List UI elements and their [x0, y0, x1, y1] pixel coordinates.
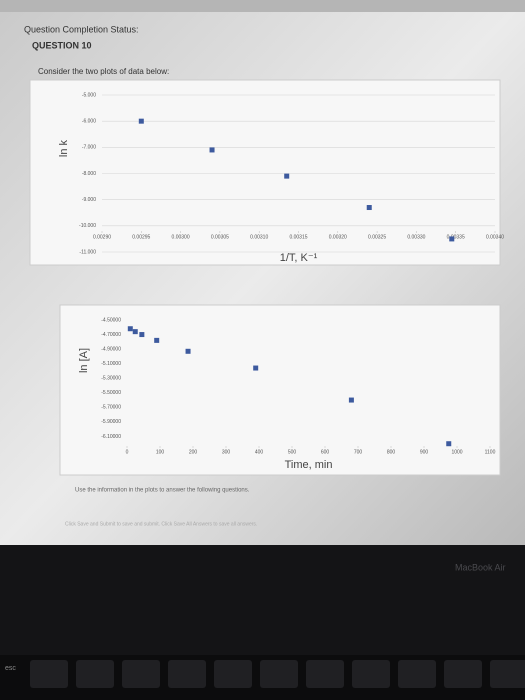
- key-label: esc: [5, 665, 16, 672]
- point: [138, 118, 144, 124]
- x-tick-label: 800: [387, 449, 396, 455]
- button-note: Click Save and Submit to save and submit…: [65, 521, 257, 527]
- instruction: Use the information in the plots to answ…: [75, 488, 250, 494]
- x-tick-label: 400: [255, 449, 264, 455]
- question-number: QUESTION 10: [32, 40, 92, 50]
- plot-panel: [59, 304, 501, 476]
- browser-tabs: [0, 0, 525, 12]
- x-tick-label: 1000: [451, 449, 462, 455]
- y-tick-label: -5.70000: [101, 405, 121, 411]
- y-axis-title: ln [A]: [78, 348, 90, 373]
- y-tick-label: -5.50000: [101, 390, 121, 396]
- keys: [30, 660, 525, 688]
- y-tick-label: -4.70000: [101, 332, 121, 338]
- point: [127, 326, 133, 332]
- x-tick-label: 100: [156, 449, 165, 455]
- point: [185, 348, 191, 354]
- y-axis-title: ln k: [58, 139, 70, 157]
- x-tick-label: 900: [420, 449, 429, 455]
- y-tick-label: -5.90000: [101, 419, 121, 425]
- x-tick-label: 700: [354, 449, 363, 455]
- x-tick-label: 0.00290: [93, 234, 111, 240]
- y-tick-label: -8.000: [82, 171, 96, 177]
- x-axis-title: 1/T, K⁻¹: [280, 252, 318, 264]
- y-tick-label: -7.000: [82, 145, 96, 151]
- x-tick-label: 0: [126, 449, 129, 455]
- point: [366, 205, 372, 211]
- prompt: Consider the two plots of data below:: [38, 67, 169, 76]
- x-tick-label: 0.00335: [447, 234, 465, 240]
- x-tick-label: 0.00320: [329, 234, 347, 240]
- x-tick-label: 500: [288, 449, 297, 455]
- point: [132, 329, 138, 335]
- x-tick-label: 200: [189, 449, 198, 455]
- point: [348, 397, 354, 403]
- y-tick-label: -4.50000: [101, 317, 121, 323]
- point: [253, 365, 259, 371]
- x-tick-label: 0.00315: [289, 234, 307, 240]
- point: [139, 332, 145, 338]
- y-tick-label: -6.10000: [101, 434, 121, 440]
- y-tick-label: -9.000: [82, 197, 96, 203]
- laptop-label: MacBook Air: [455, 562, 506, 572]
- x-tick-label: 0.00295: [132, 234, 150, 240]
- x-tick-label: 0.00330: [407, 234, 425, 240]
- x-tick-label: 0.00340: [486, 234, 504, 240]
- y-tick-label: -5.10000: [101, 361, 121, 367]
- x-tick-label: 600: [321, 449, 330, 455]
- point: [209, 147, 215, 153]
- y-tick-label: -4.90000: [101, 346, 121, 352]
- y-tick-label: -5.30000: [101, 376, 121, 382]
- x-tick-label: 0.00325: [368, 234, 386, 240]
- x-tick-label: 1100: [485, 449, 496, 455]
- y-tick-label: -5.000: [82, 92, 96, 98]
- x-tick-label: 0.00300: [172, 234, 190, 240]
- status-label: Question Completion Status:: [24, 24, 139, 34]
- y-tick-label: -10.000: [79, 223, 96, 229]
- plot-panel: [29, 79, 501, 266]
- point: [449, 236, 455, 242]
- y-tick-label: -11.000: [79, 249, 96, 255]
- x-tick-label: 300: [222, 449, 231, 455]
- point: [446, 441, 452, 447]
- y-tick-label: -6.000: [82, 118, 96, 124]
- x-axis-title: Time, min: [285, 459, 333, 471]
- x-tick-label: 0.00305: [211, 234, 229, 240]
- x-tick-label: 0.00310: [250, 234, 268, 240]
- point: [154, 337, 160, 343]
- point: [284, 173, 290, 179]
